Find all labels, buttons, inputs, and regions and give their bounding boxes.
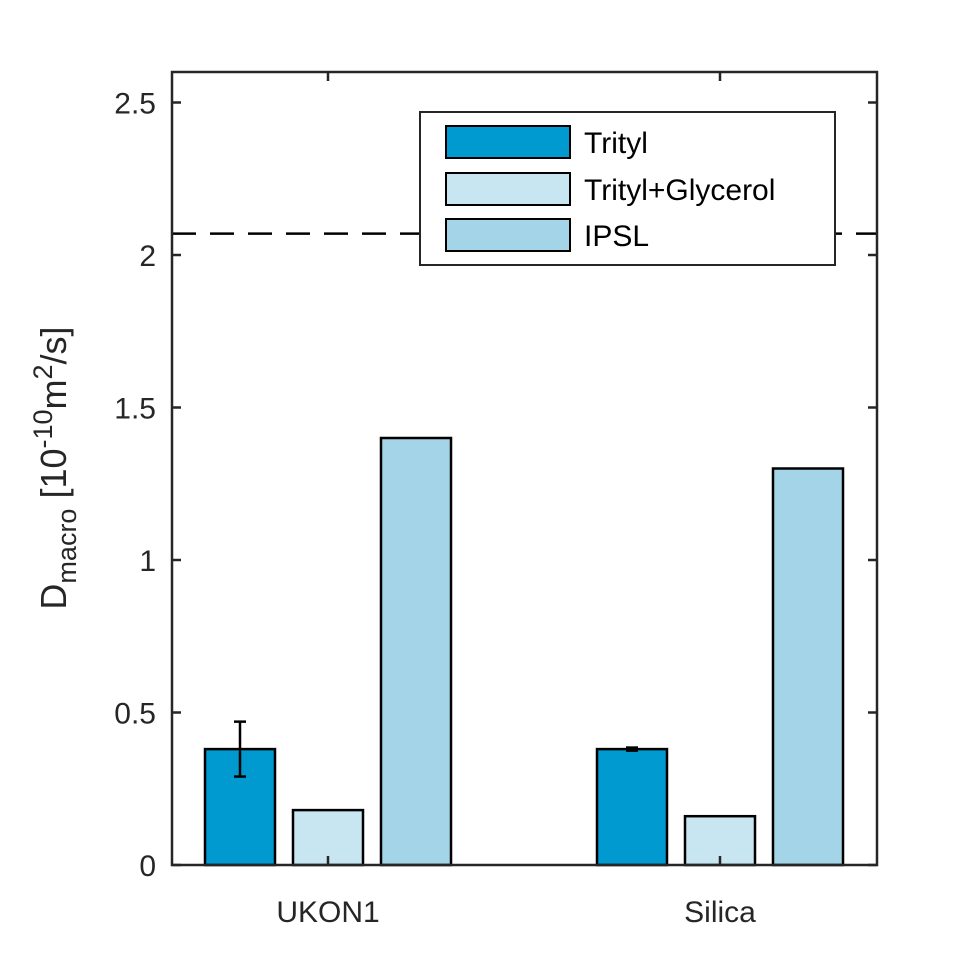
y-tick-label: 2.5: [114, 88, 156, 121]
y-tick-label: 0.5: [114, 698, 156, 731]
y-label-bracket-open: [10: [33, 449, 74, 509]
error-bar-silica: [626, 746, 638, 752]
y-label-unit-exp: 2: [28, 364, 58, 379]
legend-swatch-trityl: [445, 125, 571, 159]
legend-label-trityl: Trityl: [584, 127, 648, 160]
y-tick-label: 2: [139, 240, 156, 273]
y-label-exp: -10: [28, 409, 58, 448]
y-axis-label: Dmacro [10-10m2/s]: [28, 326, 82, 609]
bar-ipsl-ukon1: [379, 436, 453, 867]
legend-label-trityl-glycerol: Trityl+Glycerol: [584, 174, 775, 207]
x-category-label: Silica: [684, 896, 756, 929]
error-bar-ukon1: [234, 720, 246, 778]
bar-trityl-silica: [595, 747, 669, 867]
y-label-main: D: [33, 584, 74, 610]
legend-swatch-trityl-glycerol: [445, 172, 571, 206]
y-label-sub: macro: [52, 509, 82, 584]
y-tick-label: 1.5: [114, 393, 156, 426]
y-tick-label: 0: [139, 850, 156, 883]
y-tick-label: 1: [139, 545, 156, 578]
y-label-unit: m: [33, 379, 74, 409]
bar-ipsl-silica: [771, 467, 845, 867]
legend-swatch-ipsl: [445, 218, 571, 252]
legend-label-ipsl: IPSL: [584, 220, 649, 253]
legend: Trityl Trityl+Glycerol IPSL: [419, 111, 836, 266]
plot-frame: [170, 70, 879, 867]
x-category-label: UKON1: [276, 896, 379, 929]
y-label-bracket-close: /s]: [33, 326, 74, 364]
